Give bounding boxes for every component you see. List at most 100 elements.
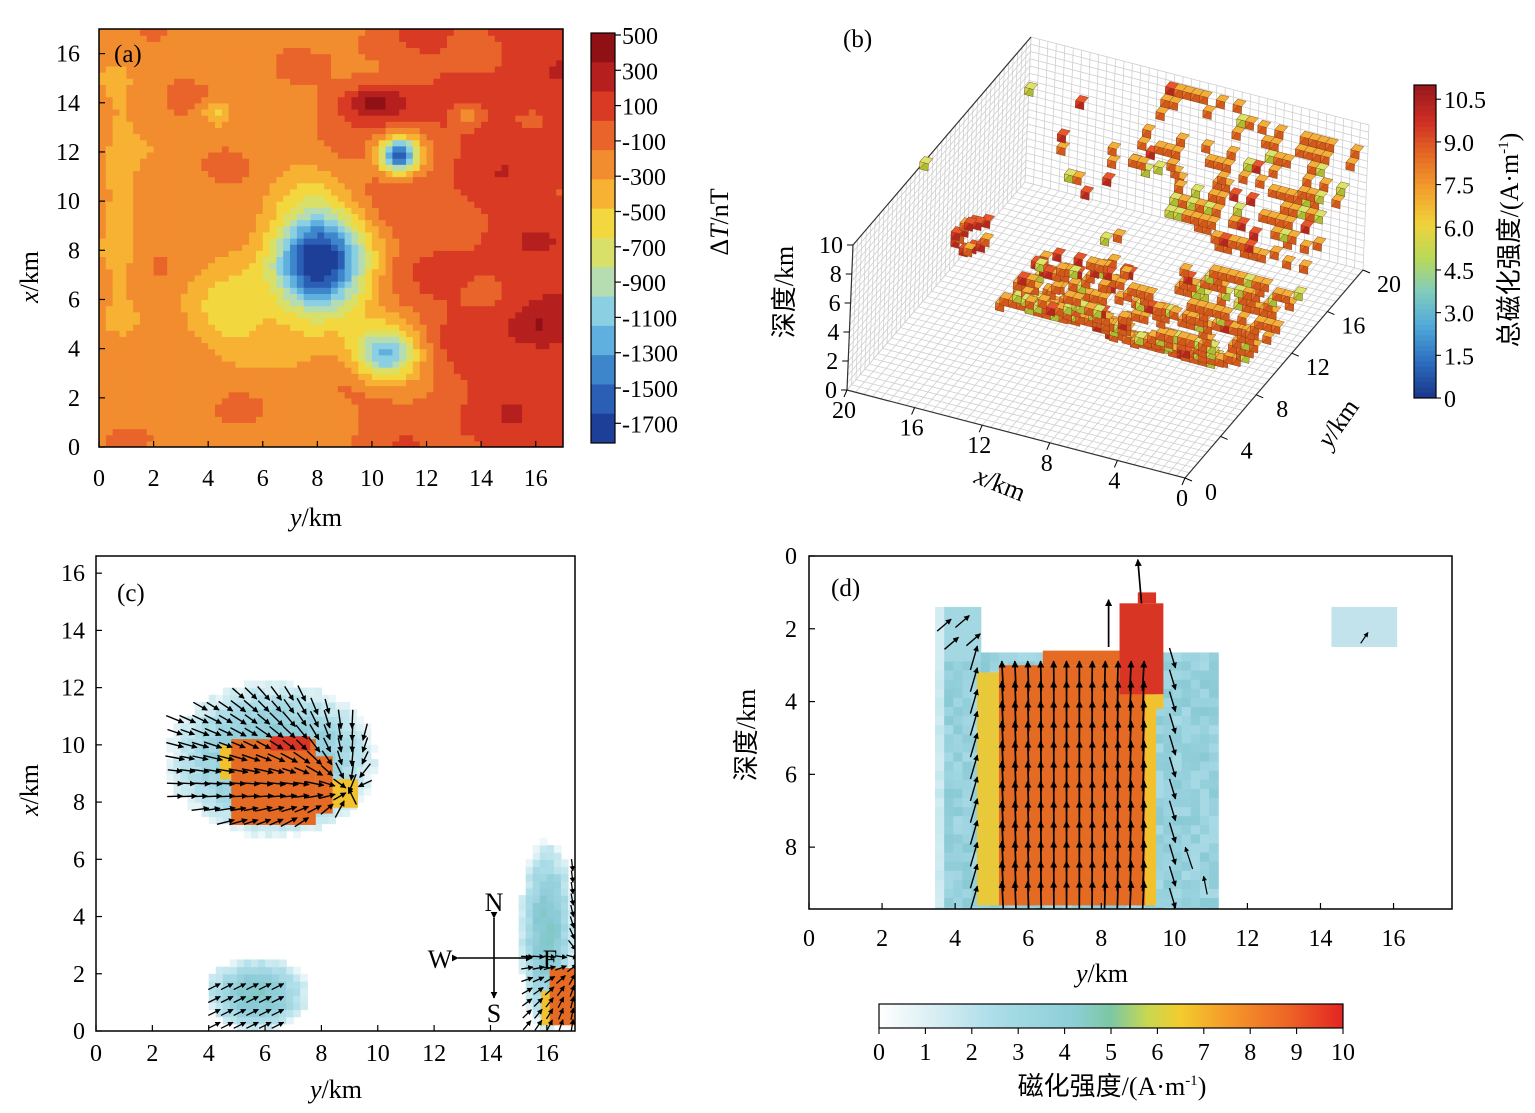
heatmap-cell bbox=[365, 59, 373, 67]
heatmap-cell bbox=[167, 397, 175, 405]
heatmap-cell bbox=[187, 225, 196, 233]
heatmap-cell bbox=[146, 72, 155, 79]
heatmap-cell bbox=[194, 35, 202, 42]
heatmap-cell bbox=[433, 244, 441, 251]
heatmap-cell bbox=[460, 256, 469, 264]
heatmap-cell bbox=[269, 127, 278, 135]
heatmap-cell bbox=[269, 330, 278, 337]
heatmap-cell bbox=[515, 176, 523, 184]
heatmap-cell bbox=[194, 59, 202, 67]
heatmap-cell bbox=[535, 274, 544, 282]
heatmap-cell bbox=[433, 256, 441, 264]
heatmap-cell bbox=[133, 145, 141, 153]
heatmap-cell bbox=[119, 182, 127, 190]
heatmap-cell bbox=[139, 403, 148, 411]
heatmap-cell bbox=[283, 250, 291, 258]
heatmap-cell bbox=[133, 422, 141, 430]
heatmap-cell bbox=[290, 151, 298, 159]
heatmap-cell bbox=[467, 219, 475, 227]
heatmap-cell bbox=[399, 299, 407, 307]
heatmap-cell bbox=[146, 250, 155, 258]
heatmap-cell bbox=[487, 397, 496, 405]
heatmap-cell bbox=[365, 35, 373, 42]
heatmap-cell bbox=[146, 403, 155, 411]
heatmap-cell bbox=[153, 305, 162, 313]
heatmap-cell bbox=[290, 90, 298, 98]
heatmap-cell bbox=[194, 47, 202, 55]
heatmap-cell bbox=[139, 170, 148, 178]
heatmap-cell bbox=[317, 330, 325, 337]
heatmap-cell bbox=[508, 90, 516, 98]
heatmap-cell bbox=[453, 428, 462, 436]
heatmap-cell bbox=[522, 108, 530, 116]
heatmap-cell bbox=[112, 299, 121, 307]
heatmap-cell bbox=[290, 336, 298, 344]
heatmap-cell bbox=[99, 262, 107, 270]
heatmap-cell bbox=[378, 244, 387, 251]
heatmap-cell bbox=[433, 268, 441, 276]
heatmap-cell bbox=[255, 84, 264, 92]
heatmap-cell bbox=[215, 305, 223, 313]
heatmap-cell bbox=[331, 133, 339, 141]
heatmap-cell bbox=[358, 201, 366, 208]
heatmap-cell bbox=[487, 268, 496, 276]
heatmap-cell bbox=[426, 115, 434, 122]
heatmap-cell bbox=[535, 164, 544, 171]
heatmap-cell bbox=[378, 262, 387, 270]
heatmap-cell bbox=[153, 59, 162, 67]
heatmap-cell bbox=[412, 231, 421, 239]
heatmap-cell bbox=[392, 145, 400, 153]
heatmap-cell bbox=[99, 151, 107, 159]
heatmap-cell bbox=[528, 65, 537, 73]
heatmap-cell bbox=[508, 182, 516, 190]
heatmap-cell bbox=[358, 35, 366, 42]
heatmap-cell bbox=[296, 268, 305, 276]
heatmap-cell bbox=[535, 287, 544, 294]
heatmap-cell bbox=[399, 115, 407, 122]
heatmap-cell bbox=[501, 262, 510, 270]
heatmap-cell bbox=[351, 403, 359, 411]
heatmap-cell bbox=[522, 373, 530, 380]
heatmap-cell bbox=[419, 47, 428, 55]
heatmap-cell bbox=[433, 151, 441, 159]
heatmap-cell bbox=[99, 207, 107, 215]
heatmap-cell bbox=[365, 102, 373, 110]
heatmap-cell bbox=[556, 244, 563, 251]
heatmap-cell bbox=[433, 391, 441, 399]
heatmap-cell bbox=[160, 256, 168, 264]
heatmap-cell bbox=[303, 373, 312, 380]
heatmap-cell bbox=[474, 164, 482, 171]
heatmap-cell bbox=[290, 262, 298, 270]
heatmap-cell bbox=[228, 256, 237, 264]
heatmap-cell bbox=[556, 170, 563, 178]
heatmap-cell bbox=[522, 385, 530, 393]
colorbar-segment bbox=[591, 208, 615, 239]
heatmap-cell bbox=[105, 311, 114, 319]
heatmap-cell bbox=[481, 311, 489, 319]
heatmap-cell bbox=[447, 108, 455, 116]
heatmap-cell bbox=[310, 29, 318, 36]
heatmap-cell bbox=[412, 121, 421, 128]
heatmap-cell bbox=[133, 84, 141, 92]
heatmap-cell bbox=[494, 379, 503, 387]
heatmap-cell bbox=[433, 397, 441, 405]
heatmap-cell bbox=[112, 53, 121, 61]
heatmap-cell bbox=[406, 151, 414, 159]
heatmap-cell bbox=[385, 317, 394, 325]
heatmap-cell bbox=[303, 385, 312, 393]
heatmap-cell bbox=[105, 324, 114, 331]
heatmap-cell bbox=[201, 274, 209, 282]
heatmap-cell bbox=[378, 287, 387, 294]
heatmap-cell bbox=[317, 250, 325, 258]
heatmap-cell bbox=[276, 164, 284, 171]
heatmap-cell bbox=[358, 385, 366, 393]
heatmap-cell bbox=[453, 47, 462, 55]
heatmap-cell bbox=[235, 188, 243, 196]
heatmap-cell bbox=[331, 176, 339, 184]
heatmap-cell bbox=[426, 201, 434, 208]
heatmap-cell bbox=[153, 231, 162, 239]
heatmap-cell bbox=[440, 207, 448, 215]
heatmap-cell bbox=[501, 158, 510, 165]
heatmap-cell bbox=[249, 201, 257, 208]
heatmap-cell bbox=[385, 348, 394, 356]
